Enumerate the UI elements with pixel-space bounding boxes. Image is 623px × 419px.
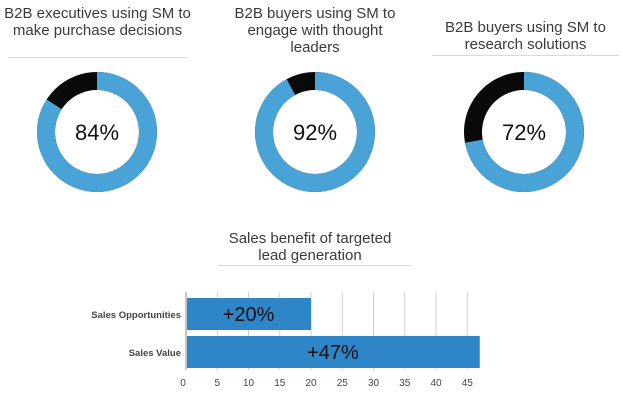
donut-panel-3: B2B buyers using SM to research solution… [428,0,623,200]
x-tick-label-20: 20 [305,378,317,389]
donut-2-chart: 92% [255,72,375,192]
bar-chart-category-labels: Sales Opportunities Sales Value [91,310,181,359]
bar-chart-gridlines [185,292,468,370]
donut-3-percent-label: 72% [502,120,546,145]
bar-chart-bars [187,298,480,368]
donut-2-title-line-1: B2B buyers using SM to [234,5,396,22]
donut-2-value-arc [255,72,375,192]
donut-1-title: B2B executives using SM to make purchase… [0,5,195,39]
x-tick-label-10: 10 [243,378,255,389]
bar-chart-title-rule [218,265,412,266]
bar-chart-title-line-2: lead generation [258,247,362,264]
bar-chart-tick-labels: 0 5 10 15 20 25 30 35 40 45 [180,378,473,389]
category-label-1: Sales Value [129,348,181,359]
donut-3-title: B2B buyers using SM to research solution… [428,19,623,53]
donut-1-title-line-1: B2B executives using SM to [4,5,191,22]
donut-1-title-rule [8,57,188,58]
category-label-0: Sales Opportunities [91,310,181,321]
donut-3-title-line-2: research solutions [464,36,587,53]
donut-3-title-rule [432,55,619,56]
x-tick-label-15: 15 [274,378,286,389]
bar-sales-value [187,336,480,368]
x-tick-label-5: 5 [214,378,220,389]
bar-chart-data-labels: +20% +47% [223,304,359,364]
donut-1-title-line-2: make purchase decisions [12,22,183,39]
donut-2-title-line-2: engage with thought [247,22,383,39]
donut-2-title-line-3: leaders [290,39,340,56]
x-tick-label-45: 45 [462,378,474,389]
donut-panel-2: B2B buyers using SM to engage with thoug… [215,0,415,200]
donut-3-value-arc [464,72,584,192]
bar-chart-title: Sales benefit of targeted lead generatio… [180,230,440,264]
x-tick-label-0: 0 [180,378,186,389]
x-tick-label-30: 30 [368,378,380,389]
donut-3-title-line-1: B2B buyers using SM to [445,19,606,36]
x-tick-label-35: 35 [399,378,411,389]
donut-2-percent-label: 92% [293,120,337,145]
bar-chart-title-line-1: Sales benefit of targeted [228,230,392,247]
donut-3-chart: 72% [464,72,584,192]
donut-1-chart: 84% [37,72,157,192]
x-tick-label-25: 25 [337,378,349,389]
donut-1-percent-label: 84% [75,120,119,145]
donut-panel-1: B2B executives using SM to make purchase… [0,0,195,200]
x-tick-label-40: 40 [430,378,442,389]
data-label-1: +47% [307,342,359,364]
bar-sales-opportunities [187,298,311,330]
data-label-0: +20% [223,304,275,326]
donut-2-title: B2B buyers using SM to engage with thoug… [215,5,415,56]
donut-1-value-arc [37,72,157,192]
